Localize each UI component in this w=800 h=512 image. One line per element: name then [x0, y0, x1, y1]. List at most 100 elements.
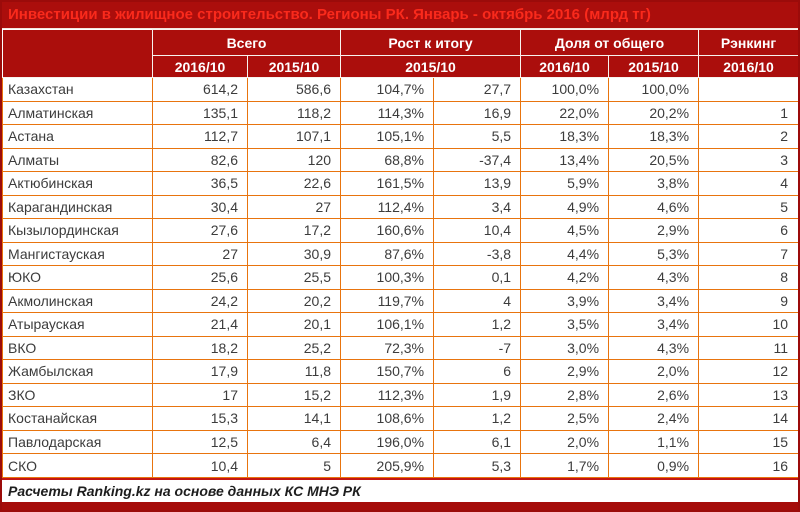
- growth-pct-2015-10-cell: 87,6%: [340, 241, 435, 267]
- table-row: ЗКО 17 15,2 112,3% 1,9 2,8% 2,6% 13: [2, 382, 798, 408]
- rank-2016-10-cell: 3: [698, 147, 798, 173]
- growth-abs-cell: 4: [433, 288, 522, 314]
- table-row: Астана 112,7 107,1 105,1% 5,5 18,3% 18,3% 2: [2, 124, 798, 149]
- table-body: Казахстан 614,2 586,6 104,7% 27,7 100,0% 100,0…: [2, 77, 798, 478]
- share-2016-10-cell: 18,3%: [520, 124, 610, 149]
- total-2016-10-cell: 21,4: [152, 312, 248, 337]
- share-2016-10-cell: 13,4%: [520, 147, 610, 173]
- total-2016-10-cell: 18,2: [152, 335, 248, 361]
- share-2015-10-cell: 2,0%: [608, 359, 700, 384]
- rank-2016-10-cell: 16: [698, 453, 798, 478]
- share-2016-10-cell: 2,9%: [520, 359, 610, 384]
- col-group-growth: Рост к итогу: [340, 29, 522, 56]
- growth-pct-2015-10-cell: 150,7%: [340, 359, 435, 384]
- growth-abs-cell: 1,9: [433, 382, 522, 408]
- total-2015-10-cell: 107,1: [246, 124, 342, 149]
- source-note: Расчеты Ranking.kz на основе данных КС М…: [2, 478, 798, 502]
- growth-abs-cell: -7: [433, 335, 522, 361]
- table-row: Карагандинская 30,4 27 112,4% 3,4 4,9% 4,6% 5: [2, 194, 798, 220]
- share-2016-10-cell: 4,4%: [520, 241, 610, 267]
- growth-pct-2015-10-cell: 72,3%: [340, 335, 435, 361]
- table-wrap: Всего Рост к итогу Доля от общего Рэнкин…: [2, 29, 798, 478]
- growth-pct-2015-10-cell: 105,1%: [340, 124, 435, 149]
- growth-abs-cell: 13,9: [433, 171, 522, 196]
- total-2015-10-cell: 5: [246, 453, 342, 478]
- region-cell: Атырауская: [2, 312, 153, 337]
- total-2016-10-cell: 112,7: [152, 124, 248, 149]
- table-row: Алматы 82,6 120 68,8% -37,4 13,4% 20,5% 3: [2, 147, 798, 173]
- region-cell: Казахстан: [2, 77, 153, 102]
- share-2015-10-cell: 2,6%: [608, 382, 700, 408]
- growth-abs-cell: -37,4: [433, 147, 522, 173]
- table-row: Мангистауская 27 30,9 87,6% -3,8 4,4% 5,3% 7: [2, 241, 798, 267]
- table-row: Павлодарская 12,5 6,4 196,0% 6,1 2,0% 1,1% 15: [2, 429, 798, 455]
- growth-abs-cell: 3,4: [433, 194, 522, 220]
- share-2015-10-cell: 100,0%: [608, 77, 700, 102]
- page-title: Инвестиции в жилищное строительство. Рег…: [2, 2, 798, 29]
- table-row: Акмолинская 24,2 20,2 119,7% 4 3,9% 3,4% 9: [2, 288, 798, 314]
- share-2015-10-cell: 20,5%: [608, 147, 700, 173]
- total-2016-10-cell: 135,1: [152, 100, 248, 126]
- total-2015-10-cell: 22,6: [246, 171, 342, 196]
- total-2016-10-cell: 17: [152, 382, 248, 408]
- region-cell: Акмолинская: [2, 288, 153, 314]
- col-header-share-2015: 2015/10: [608, 55, 700, 78]
- growth-abs-cell: 27,7: [433, 77, 522, 102]
- total-2015-10-cell: 17,2: [246, 218, 342, 243]
- total-2015-10-cell: 20,2: [246, 288, 342, 314]
- share-2016-10-cell: 2,5%: [520, 406, 610, 431]
- share-2016-10-cell: 1,7%: [520, 453, 610, 478]
- rank-2016-10-cell: 14: [698, 406, 798, 431]
- total-2016-10-cell: 17,9: [152, 359, 248, 384]
- total-2015-10-cell: 120: [246, 147, 342, 173]
- region-cell: Костанайская: [2, 406, 153, 431]
- region-cell: Жамбылская: [2, 359, 153, 384]
- growth-pct-2015-10-cell: 100,3%: [340, 265, 435, 290]
- growth-pct-2015-10-cell: 112,4%: [340, 194, 435, 220]
- growth-pct-2015-10-cell: 106,1%: [340, 312, 435, 337]
- growth-abs-cell: -3,8: [433, 241, 522, 267]
- total-2015-10-cell: 14,1: [246, 406, 342, 431]
- share-2016-10-cell: 2,8%: [520, 382, 610, 408]
- bottom-accent-bar: [2, 502, 798, 510]
- total-2016-10-cell: 614,2: [152, 77, 248, 102]
- table-row: ЮКО 25,6 25,5 100,3% 0,1 4,2% 4,3% 8: [2, 265, 798, 290]
- rank-2016-10-cell: 11: [698, 335, 798, 361]
- header-group-row: Всего Рост к итогу Доля от общего Рэнкин…: [2, 29, 798, 78]
- corner-cell: [2, 29, 153, 78]
- total-2016-10-cell: 24,2: [152, 288, 248, 314]
- share-2015-10-cell: 4,3%: [608, 265, 700, 290]
- col-group-ranking: Рэнкинг: [698, 29, 798, 56]
- table-row: Актюбинская 36,5 22,6 161,5% 13,9 5,9% 3,8% 4: [2, 171, 798, 196]
- growth-pct-2015-10-cell: 114,3%: [340, 100, 435, 126]
- region-cell: ВКО: [2, 335, 153, 361]
- rank-2016-10-cell: 9: [698, 288, 798, 314]
- total-2016-10-cell: 82,6: [152, 147, 248, 173]
- total-2015-10-cell: 586,6: [246, 77, 342, 102]
- rank-2016-10-cell: 5: [698, 194, 798, 220]
- growth-abs-cell: 5,3: [433, 453, 522, 478]
- share-2016-10-cell: 3,0%: [520, 335, 610, 361]
- share-2015-10-cell: 4,3%: [608, 335, 700, 361]
- growth-pct-2015-10-cell: 108,6%: [340, 406, 435, 431]
- investment-table: Всего Рост к итогу Доля от общего Рэнкин…: [2, 29, 798, 478]
- table-row: Казахстан 614,2 586,6 104,7% 27,7 100,0% 100,0…: [2, 77, 798, 102]
- growth-abs-cell: 16,9: [433, 100, 522, 126]
- growth-abs-cell: 1,2: [433, 312, 522, 337]
- share-2015-10-cell: 2,9%: [608, 218, 700, 243]
- share-2016-10-cell: 3,5%: [520, 312, 610, 337]
- table-row: Алматинская 135,1 118,2 114,3% 16,9 22,0% 20,2…: [2, 100, 798, 126]
- table-row: ВКО 18,2 25,2 72,3% -7 3,0% 4,3% 11: [2, 335, 798, 361]
- total-2016-10-cell: 36,5: [152, 171, 248, 196]
- region-cell: Алматинская: [2, 100, 153, 126]
- growth-pct-2015-10-cell: 68,8%: [340, 147, 435, 173]
- share-2015-10-cell: 2,4%: [608, 406, 700, 431]
- col-group-total: Всего: [151, 29, 342, 56]
- region-cell: ЮКО: [2, 265, 153, 290]
- share-2016-10-cell: 4,9%: [520, 194, 610, 220]
- region-cell: Астана: [2, 124, 153, 149]
- share-2016-10-cell: 4,5%: [520, 218, 610, 243]
- table-row: Атырауская 21,4 20,1 106,1% 1,2 3,5% 3,4% 10: [2, 312, 798, 337]
- header-period-row: 2016/10 2015/10 2015/10 2016/10 2015/10 …: [3, 55, 798, 78]
